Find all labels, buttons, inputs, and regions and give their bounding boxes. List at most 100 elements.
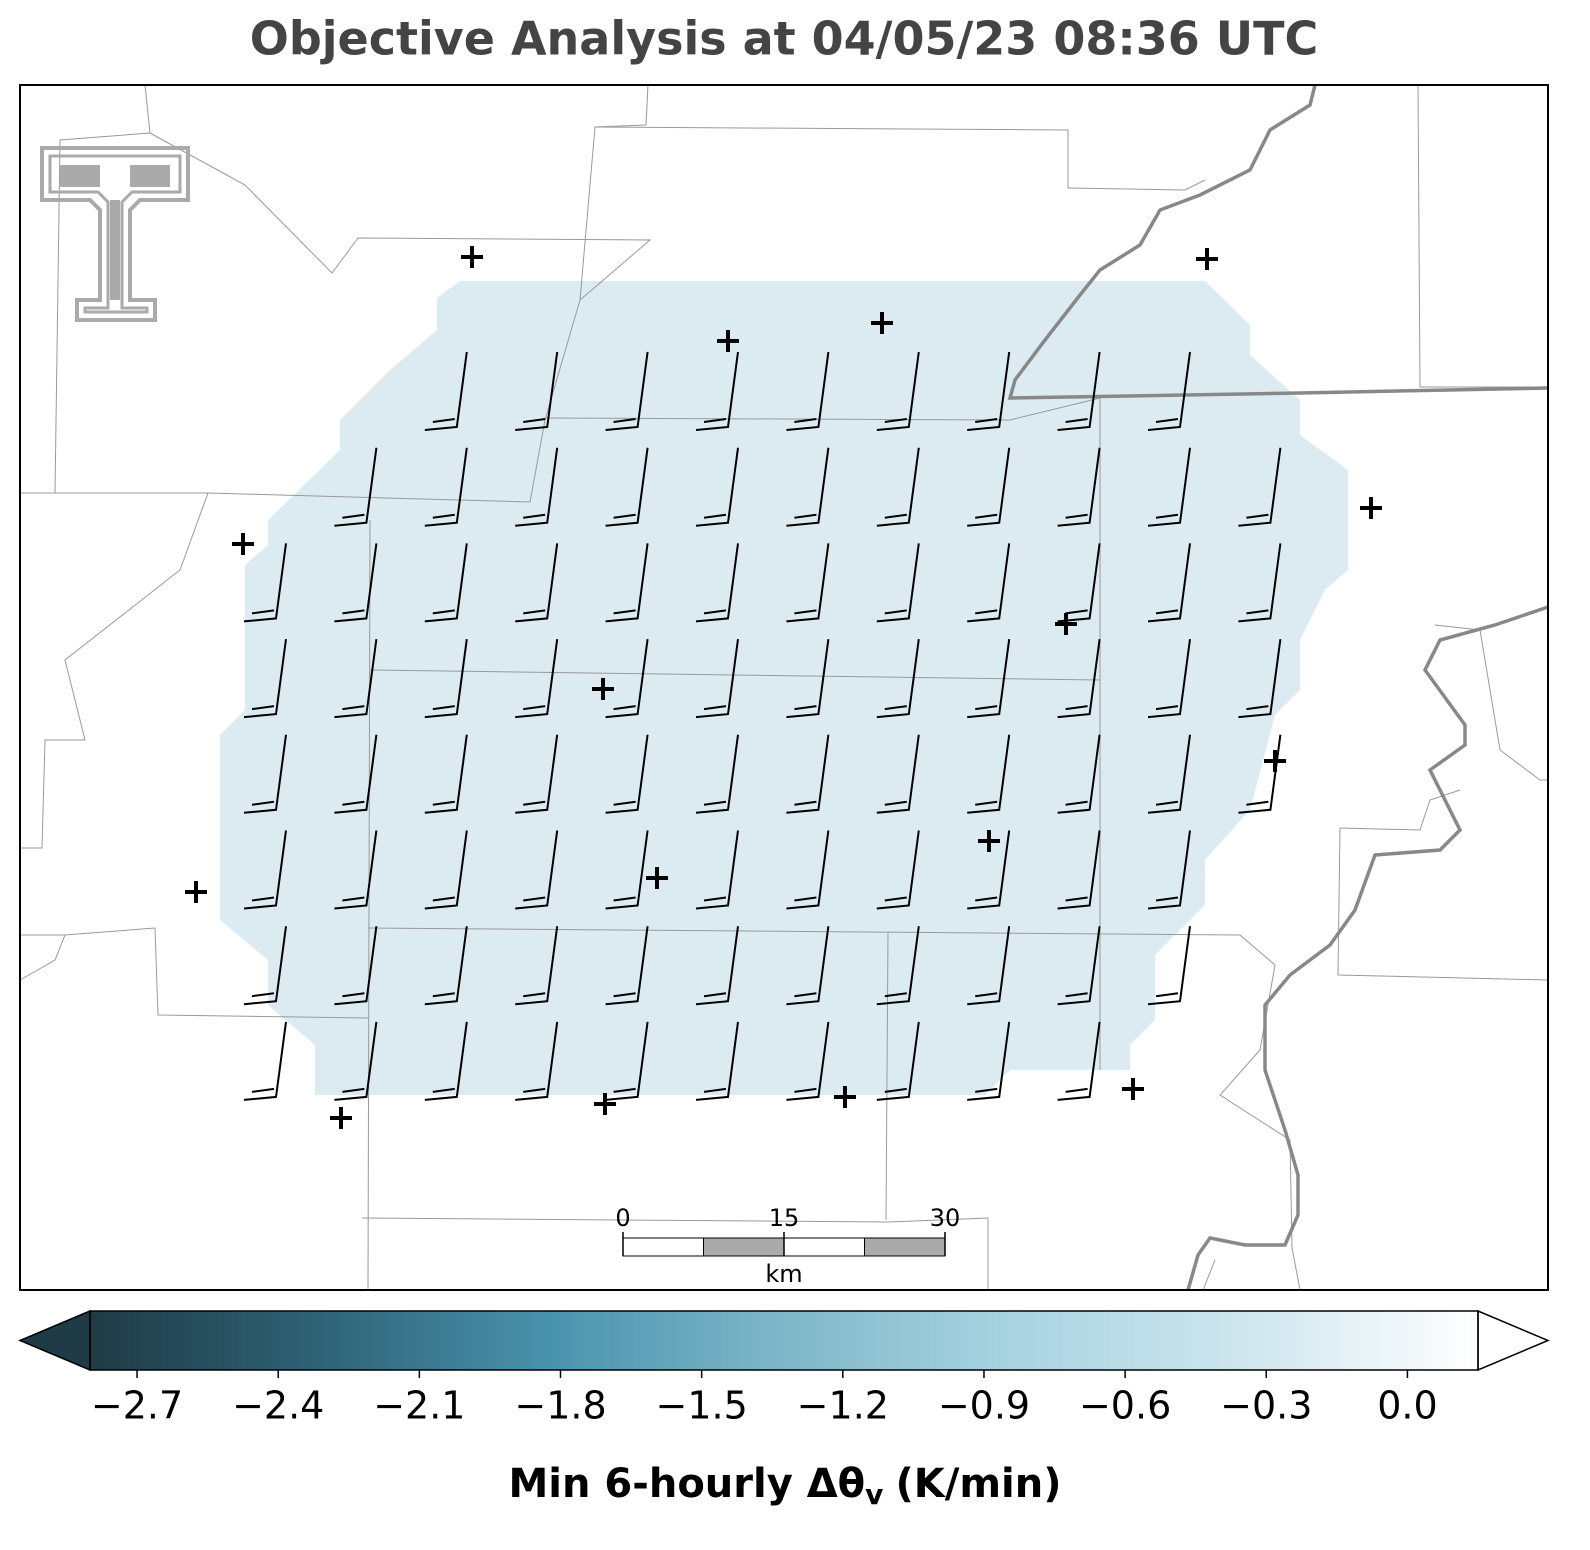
colorbar-label: Min 6-hourly Δθv (K/min) [509,1461,1062,1511]
wind-barb [1057,926,1101,1006]
wind-barb [695,638,739,719]
analysis-field [220,281,1348,1095]
wind-barb [334,447,378,527]
wind-barb [1057,734,1101,814]
wind-barb [1238,543,1282,623]
title: Objective Analysis at 04/05/23 08:36 UTC [250,12,1319,66]
wind-barb [786,926,830,1006]
stations [185,246,1382,1129]
wind-barb [967,734,1011,814]
wind-barb [1057,351,1101,431]
colorbar-tick-label: −0.9 [938,1384,1030,1428]
wind-barb [515,926,559,1006]
wind-barb [695,830,739,910]
wind-barb [605,1021,649,1101]
wind-barb [605,447,649,527]
station-marker [594,1093,616,1115]
colorbar-tick-label: −2.1 [373,1384,465,1428]
wind-barb [243,543,287,623]
wind-barb [876,1021,920,1101]
wind-barb [424,830,468,910]
wind-barb [967,830,1011,910]
wind-barb [695,351,739,431]
wind-barb [1057,638,1101,719]
wind-barb [605,543,649,623]
wind-barb [243,1021,287,1101]
label-subscript: v [865,1478,883,1511]
colorbar-tick-label: −0.6 [1079,1384,1171,1428]
station-marker [592,678,614,700]
wind-barb [786,447,830,527]
wind-barb [334,543,378,623]
wind-barb [786,1021,830,1101]
colorbar-tick-label: −1.2 [797,1384,889,1428]
scale-segment [703,1237,785,1257]
wind-barb [515,447,559,527]
map [19,84,1549,1291]
colorbar-tick-label: −2.7 [91,1384,183,1428]
wind-barb [243,734,287,814]
wind-barb [424,734,468,814]
logo [40,146,190,322]
wind-barb [695,543,739,623]
wind-barb [876,351,920,431]
wind-barb [515,638,559,719]
wind-barb [605,351,649,431]
wind-barb [515,543,559,623]
wind-barb [334,926,378,1006]
station-marker [232,533,254,555]
colorbar-extend-low [18,1309,91,1372]
wind-barb [876,734,920,814]
wind-barb [1147,543,1191,623]
scale-bar: 0 15 30 km [615,1204,960,1288]
station-marker [717,330,739,352]
scale-label: 0 [615,1204,630,1232]
wind-barb [334,638,378,719]
wind-barb [1057,1021,1101,1101]
wind-barb [1238,447,1282,527]
wind-barb [424,447,468,527]
station-marker [871,312,893,334]
colorbar-frame [89,1310,1479,1371]
wind-barb [424,638,468,719]
wind-barb [695,1021,739,1101]
wind-barb [967,447,1011,527]
wind-barb [967,926,1011,1006]
wind-barb [695,926,739,1006]
wind-barb [786,734,830,814]
wind-barb [786,638,830,719]
wind-barb [1147,830,1191,910]
colorbar-extend-high [1477,1309,1550,1372]
wind-barb [605,638,649,719]
wind-barb [515,734,559,814]
station-marker [1196,248,1218,270]
wind-barb [876,830,920,910]
wind-barb [243,638,287,719]
wind-barb [967,1021,1011,1101]
scale-segment [622,1237,704,1257]
label-main: Min 6-hourly Δθ [509,1461,866,1507]
state-lines [1007,84,1549,1291]
wind-barb [786,830,830,910]
station-marker [646,867,668,889]
wind-barb [876,543,920,623]
scale-label: 15 [769,1204,800,1232]
wind-barb [967,638,1011,719]
wind-barb [1147,638,1191,719]
wind-barb [695,734,739,814]
wind-barb [605,734,649,814]
wind-barbs [243,351,1282,1101]
wind-barb [876,638,920,719]
station-marker [1264,750,1286,772]
wind-barb [1057,543,1101,623]
colorbar-tick-label: −1.5 [656,1384,748,1428]
wind-barb [1147,447,1191,527]
colorbar-tick-label: −0.3 [1220,1384,1312,1428]
wind-barb [786,543,830,623]
wind-barb [424,926,468,1006]
station-marker [834,1086,856,1108]
colorbar-tick-label: −1.8 [514,1384,606,1428]
station-marker [330,1107,352,1129]
wind-barb [515,351,559,431]
